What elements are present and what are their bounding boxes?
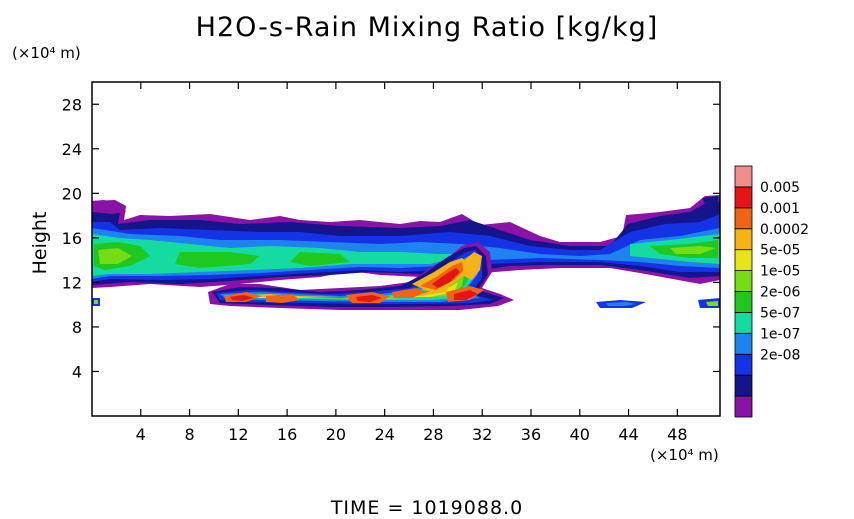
- x-axis-unit: (×10⁴ m): [650, 446, 719, 464]
- colorbar-swatch: [734, 395, 753, 418]
- x-axis: 4 8 12 16 20 24 28 32 36 40 44 48: [136, 82, 688, 444]
- colorbar-swatch: [734, 186, 753, 209]
- colorbar-label: 5e-05: [760, 243, 800, 259]
- colorbar-label: 1e-07: [760, 326, 800, 342]
- y-tick-label: 4: [72, 362, 82, 381]
- y-axis-unit: (×10⁴ m): [12, 44, 81, 62]
- colorbar-swatch: [734, 291, 753, 313]
- colorbar-swatch: [734, 312, 753, 334]
- colorbar-swatch: [734, 207, 753, 230]
- y-axis: 4 8 12 16 20 24 28: [62, 95, 720, 381]
- x-tick-label: 16: [277, 425, 297, 444]
- x-tick-label: 40: [570, 425, 590, 444]
- x-tick-label: 28: [423, 425, 443, 444]
- time-label: TIME = 1019088.0: [330, 497, 524, 519]
- colorbar: 0.005 0.001 0.0002 5e-05 1e-05 2e-06 5e-07 1e-0…: [734, 165, 809, 418]
- x-tick-label: 20: [326, 425, 346, 444]
- plot-frame: [91, 81, 721, 417]
- colorbar-swatch: [734, 270, 753, 292]
- y-tick-label: 12: [62, 273, 82, 292]
- colorbar-swatch: [734, 249, 753, 271]
- x-tick-label: 8: [184, 425, 194, 444]
- colorbar-swatch: [734, 165, 753, 188]
- y-tick-label: 8: [72, 318, 82, 337]
- colorbar-swatch: [734, 353, 753, 376]
- x-tick-label: 32: [472, 425, 492, 444]
- x-tick-label: 12: [228, 425, 248, 444]
- chart-title: H2O-s-Rain Mixing Ratio [kg/kg]: [195, 12, 659, 43]
- y-tick-label: 16: [62, 229, 82, 248]
- colorbar-label: 0.001: [760, 201, 800, 217]
- colorbar-label: 0.0002: [760, 222, 809, 238]
- colorbar-swatch: [734, 332, 753, 355]
- colorbar-label: 0.005: [760, 180, 800, 196]
- colorbar-label: 2e-06: [760, 285, 800, 301]
- y-tick-label: 24: [62, 140, 82, 159]
- colorbar-swatch: [734, 228, 753, 251]
- x-tick-label: 44: [618, 425, 638, 444]
- x-tick-label: 24: [374, 425, 394, 444]
- rain-mixing-ratio-field: [92, 195, 720, 310]
- colorbar-label: 1e-05: [760, 264, 800, 280]
- y-tick-label: 20: [62, 184, 82, 203]
- colorbar-label: 2e-08: [760, 347, 800, 363]
- colorbar-swatch: [734, 374, 753, 397]
- colorbar-label: 5e-07: [760, 305, 800, 321]
- y-tick-label: 28: [62, 95, 82, 114]
- x-tick-label: 36: [521, 425, 541, 444]
- x-tick-label: 48: [667, 425, 687, 444]
- x-tick-label: 4: [136, 425, 146, 444]
